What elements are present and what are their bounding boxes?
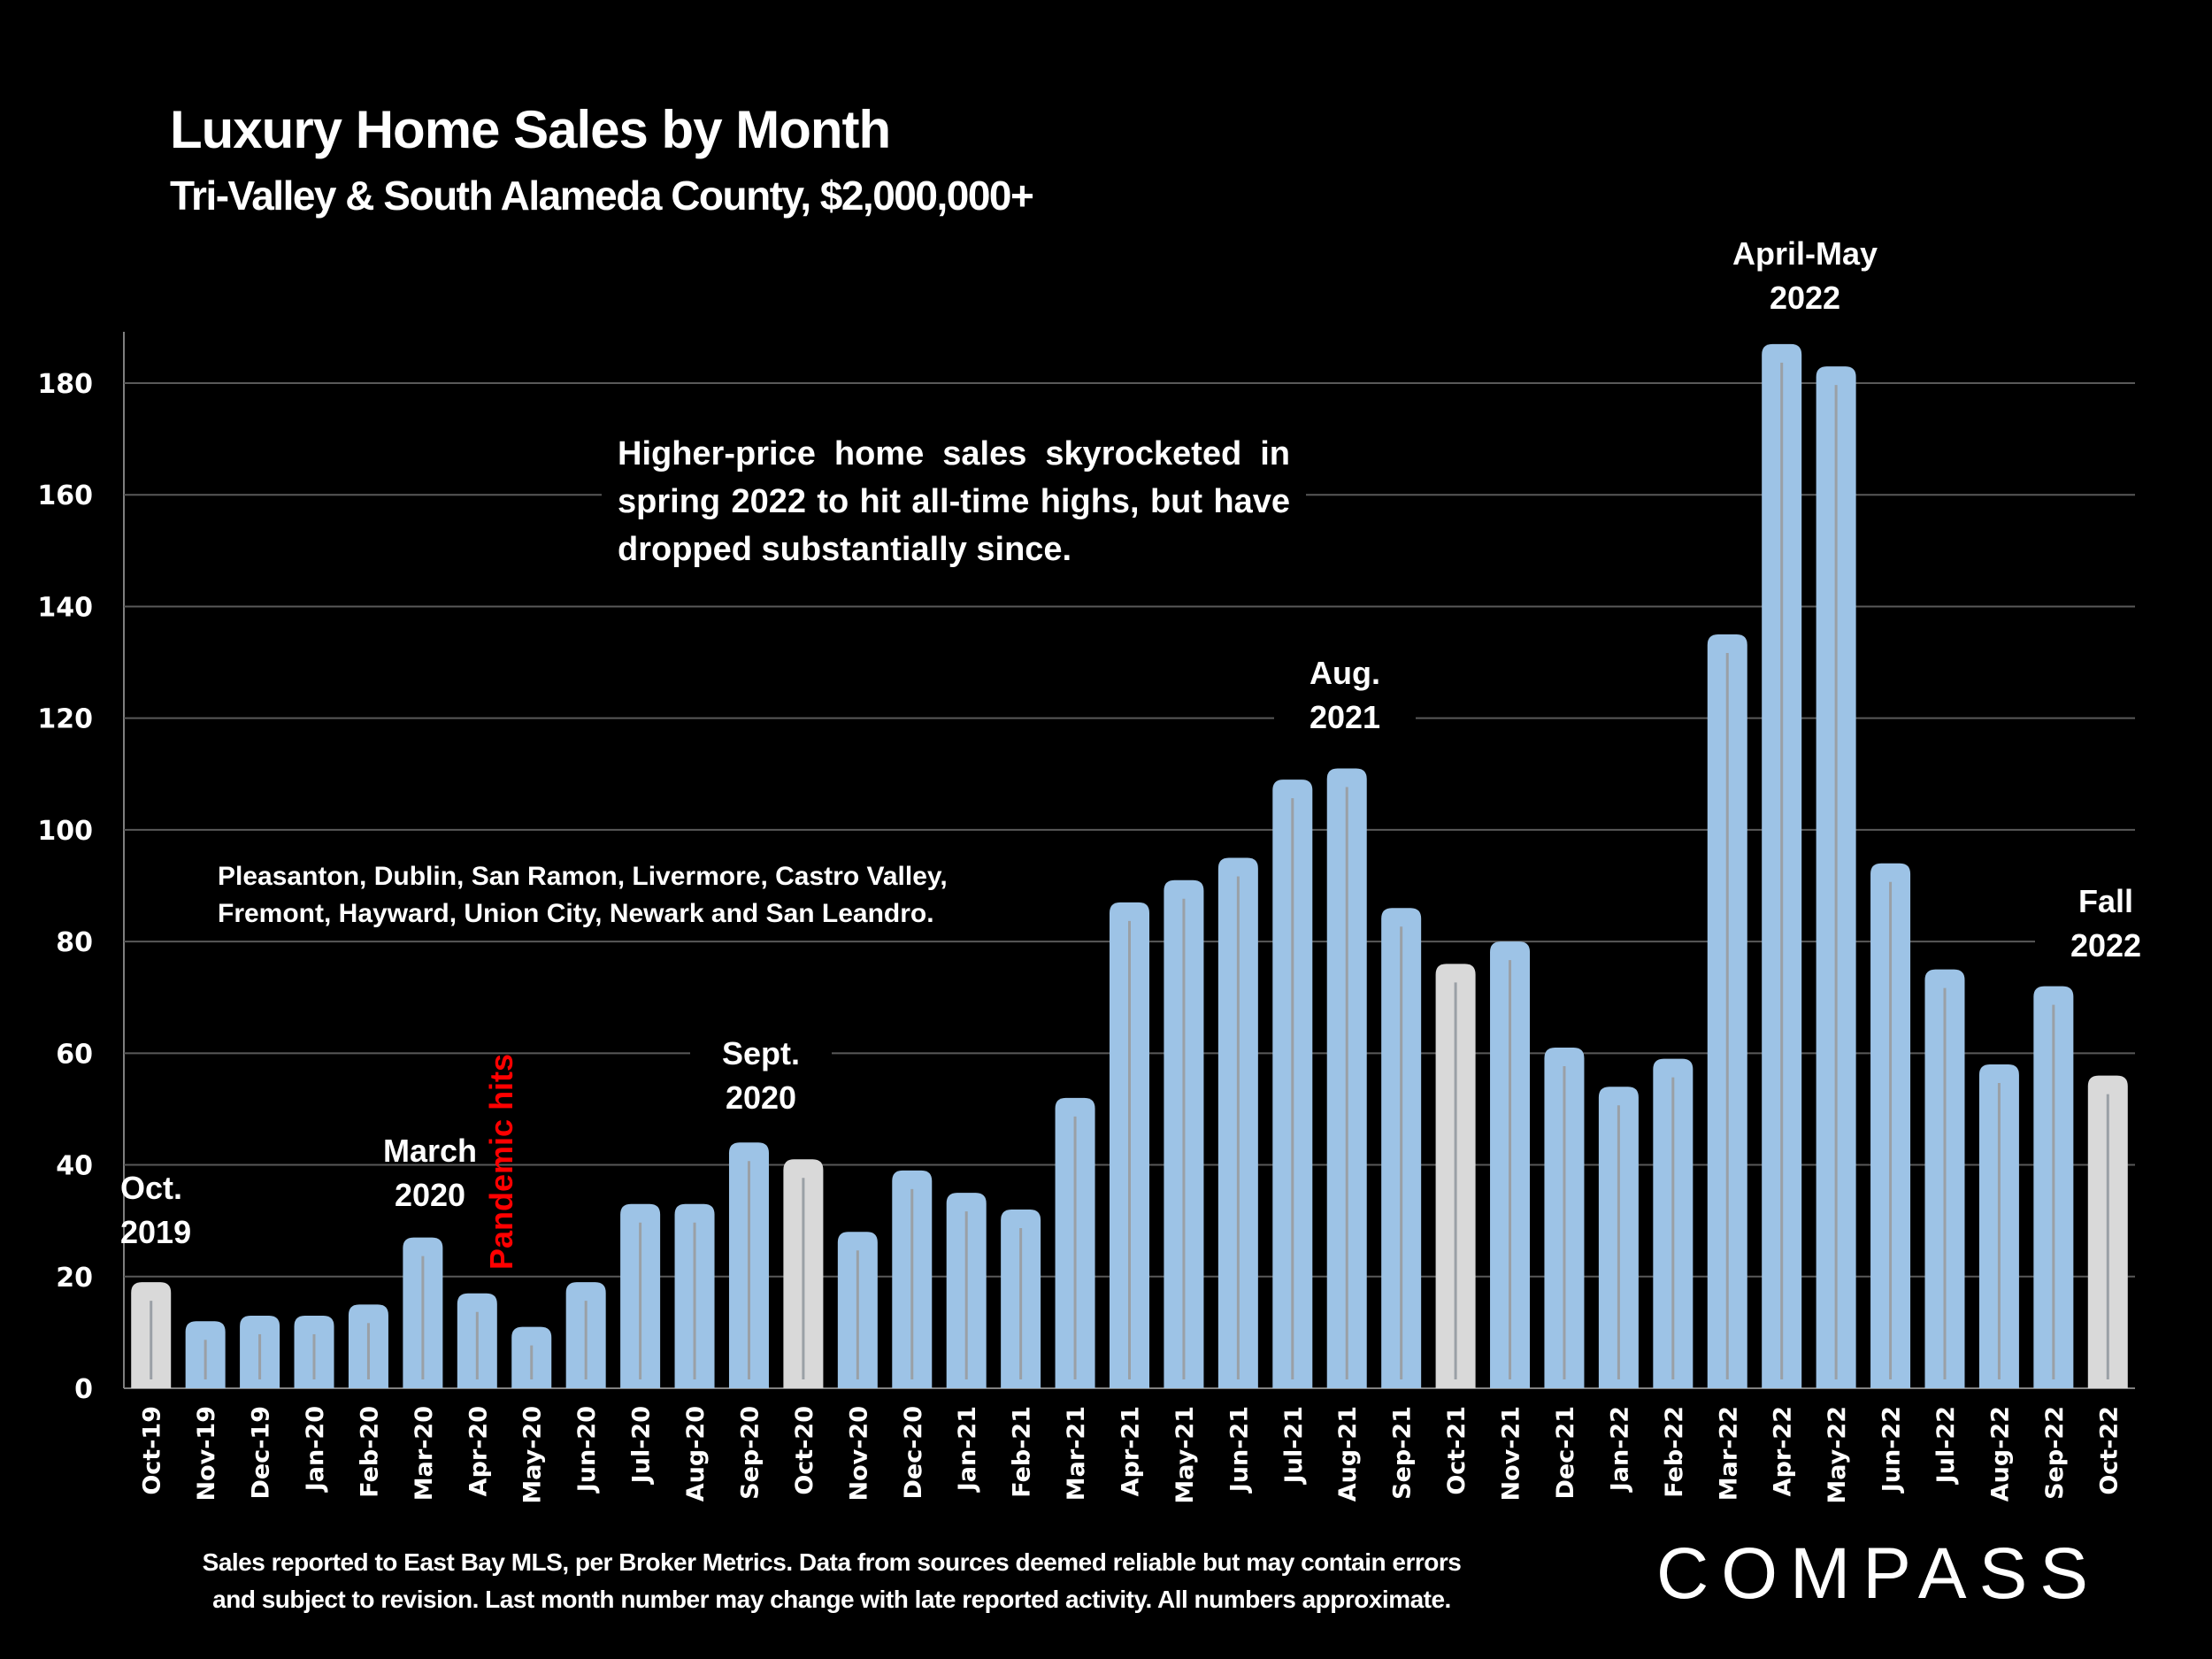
x-tick-label: Nov-20 (845, 1406, 872, 1502)
annotation-line: 2021 (1309, 699, 1381, 735)
source-footnote: Sales reported to East Bay MLS, per Brok… (124, 1544, 1540, 1618)
x-tick-label: Mar-20 (411, 1406, 438, 1501)
x-tick-label: Nov-19 (193, 1406, 220, 1502)
x-tick-label: May-20 (519, 1406, 547, 1504)
compass-logo: COMPASS (1656, 1533, 2101, 1614)
annotation-line: April-May (1732, 235, 1878, 272)
footnote-line-1: Sales reported to East Bay MLS, per Brok… (202, 1548, 1462, 1576)
x-tick-label: Jun-20 (573, 1406, 601, 1494)
x-tick-label: Dec-19 (248, 1406, 275, 1500)
x-tick-label: Feb-22 (1661, 1406, 1688, 1498)
annotation-line: Fall (2078, 883, 2133, 919)
annotation-april-may-2022: April-May 2022 (1717, 232, 1893, 320)
annotation-line: Aug. (1310, 655, 1380, 691)
x-tick-label: Jan-22 (1606, 1406, 1633, 1493)
annotation-line: 2020 (394, 1177, 466, 1213)
x-tick-label: Jun-21 (1225, 1406, 1253, 1494)
y-tick-label: 40 (56, 1151, 93, 1182)
x-tick-label: Sep-20 (736, 1406, 764, 1500)
y-tick-label: 160 (37, 480, 93, 511)
x-tick-label: Apr-21 (1118, 1406, 1145, 1496)
annotation-oct-2019: Oct. 2019 (120, 1166, 191, 1255)
chart-subtitle: Tri-Valley & South Alameda County, $2,00… (170, 173, 1034, 219)
y-tick-label: 180 (37, 369, 93, 400)
x-tick-label: Oct-21 (1443, 1406, 1471, 1495)
x-tick-label: Feb-21 (1009, 1406, 1036, 1498)
x-tick-label: Sep-21 (1389, 1406, 1417, 1500)
y-tick-label: 120 (37, 704, 93, 735)
x-tick-label: Oct-19 (139, 1406, 166, 1495)
y-tick-label: 140 (37, 592, 93, 623)
annotation-march-2020: March 2020 (372, 1129, 488, 1217)
x-tick-label: Jan-20 (302, 1406, 329, 1493)
annotation-line: 2022 (1769, 280, 1841, 316)
x-tick-label: May-22 (1824, 1406, 1851, 1504)
y-tick-label: 60 (56, 1039, 93, 1070)
x-tick-label: Jul-21 (1280, 1406, 1308, 1485)
x-tick-label: May-21 (1171, 1406, 1199, 1504)
x-tick-label: Aug-21 (1334, 1406, 1362, 1502)
footnote-line-2: and subject to revision. Last month numb… (212, 1586, 1451, 1613)
summary-annotation: Higher-price home sales skyrocketed in s… (602, 430, 1306, 573)
x-tick-label: Dec-20 (900, 1406, 927, 1500)
y-tick-label: 80 (56, 927, 93, 958)
annotation-line: 2020 (725, 1079, 797, 1116)
x-tick-label: Apr-22 (1770, 1406, 1797, 1496)
x-tick-label: Nov-21 (1498, 1406, 1525, 1502)
x-tick-label: Dec-21 (1552, 1406, 1579, 1500)
x-tick-label: Sep-22 (2041, 1406, 2069, 1500)
chart-title: Luxury Home Sales by Month (170, 100, 891, 159)
annotation-aug-2021: Aug. 2021 (1274, 651, 1416, 740)
annotation-sept-2020: Sept. 2020 (690, 1032, 832, 1120)
x-tick-label: Jul-20 (628, 1406, 656, 1485)
x-tick-label: Apr-20 (465, 1406, 492, 1496)
annotation-line: 2022 (2070, 927, 2142, 964)
annotation-line: 2019 (120, 1214, 192, 1250)
pandemic-label: Pandemic hits (483, 1053, 519, 1270)
x-tick-label: Aug-22 (1986, 1406, 2014, 1502)
annotation-line: March (382, 1133, 478, 1169)
x-tick-label: Mar-22 (1715, 1406, 1742, 1501)
x-tick-label: Oct-22 (2095, 1406, 2123, 1495)
x-tick-label: Aug-20 (682, 1406, 710, 1502)
x-tick-label: Jan-21 (954, 1406, 981, 1493)
x-tick-label: Mar-21 (1063, 1406, 1090, 1501)
annotation-line: Sept. (721, 1035, 800, 1071)
y-tick-label: 20 (56, 1263, 93, 1294)
annotation-line: Oct. (120, 1170, 183, 1206)
x-tick-label: Feb-20 (356, 1406, 383, 1498)
x-tick-label: Jun-22 (1878, 1406, 1906, 1494)
cities-line-2: Fremont, Hayward, Union City, Newark and… (218, 899, 934, 928)
y-tick-label: 100 (37, 816, 93, 847)
cities-note: Pleasanton, Dublin, San Ramon, Livermore… (218, 858, 960, 933)
cities-line-1: Pleasanton, Dublin, San Ramon, Livermore… (218, 862, 948, 891)
annotation-fall-2022: Fall 2022 (2035, 879, 2177, 968)
x-tick-label: Oct-20 (791, 1406, 818, 1495)
y-tick-label: 0 (74, 1374, 93, 1405)
x-tick-label: Jul-22 (1932, 1406, 1960, 1485)
